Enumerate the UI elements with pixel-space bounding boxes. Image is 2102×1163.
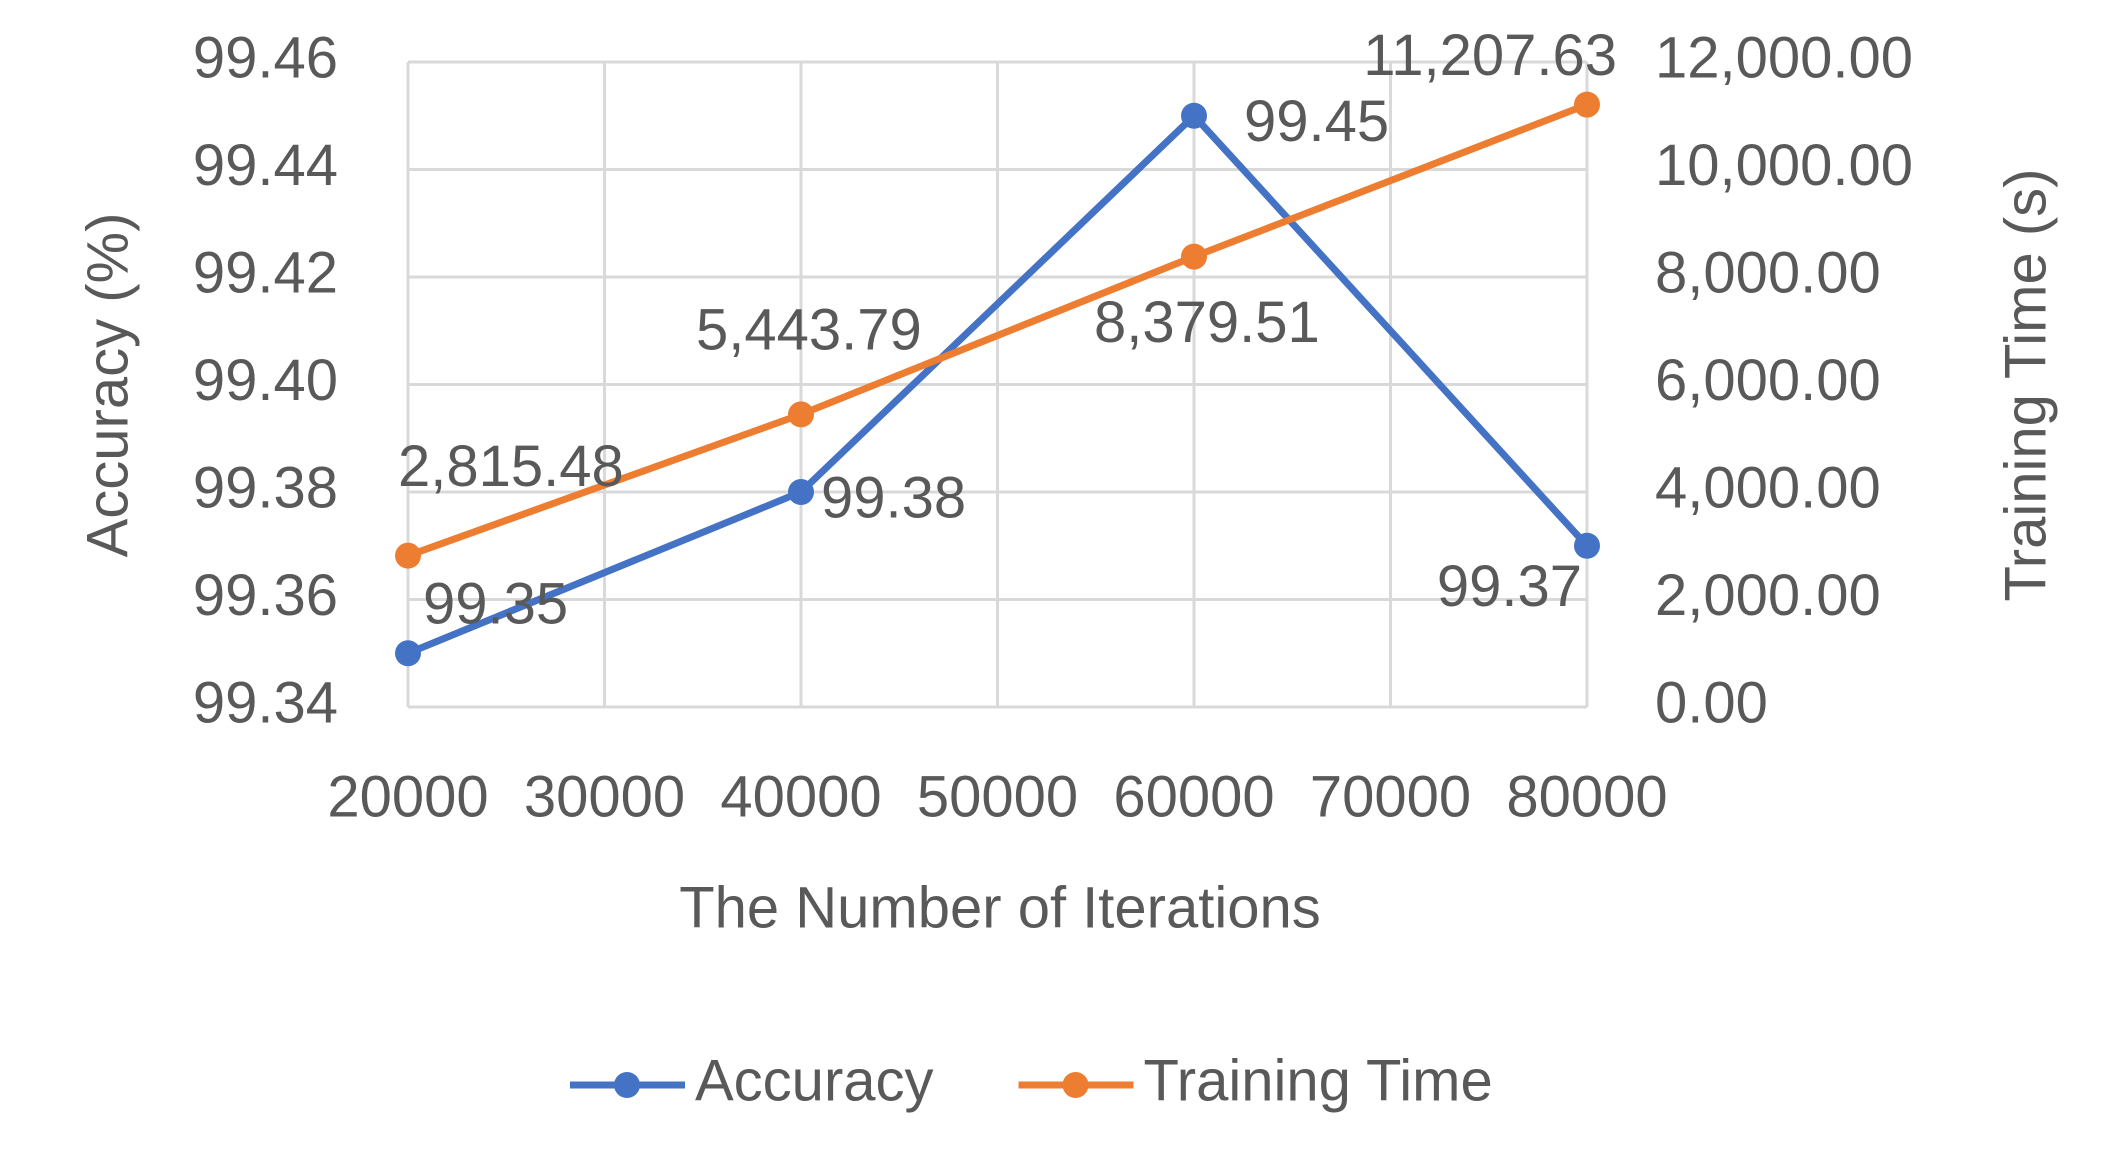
y2-tick-label: 12,000.00 — [1655, 25, 1913, 90]
data-label: 99.45 — [1244, 89, 1389, 154]
y-tick-label: 99.36 — [193, 563, 338, 628]
data-label: 2,815.48 — [398, 434, 624, 499]
point — [788, 401, 814, 428]
legend-label: Training Time — [1144, 1048, 1493, 1113]
series-line — [406, 101, 1589, 559]
y-tick-label: 99.34 — [193, 670, 338, 735]
y2-axis-title: Training Time (s) — [1993, 169, 2058, 602]
legend-marker — [1062, 1072, 1089, 1098]
data-label: 99.37 — [1437, 554, 1582, 619]
data-label: 5,443.79 — [696, 298, 922, 363]
y-tick-label: 99.44 — [193, 133, 338, 198]
x-axis-title: The Number of Iterations — [679, 875, 1321, 940]
y2-tick-label: 0.00 — [1655, 670, 1768, 735]
legend-marker — [614, 1072, 640, 1098]
y2-tick-label: 6,000.00 — [1655, 348, 1881, 413]
y2-tick-label: 2,000.00 — [1655, 563, 1881, 628]
point — [1181, 102, 1207, 129]
y-tick-label: 99.40 — [193, 348, 338, 413]
y-tick-label: 99.46 — [193, 25, 338, 90]
point — [1181, 243, 1207, 270]
y2-tick-label: 10,000.00 — [1655, 133, 1913, 198]
point — [1574, 532, 1600, 559]
x-tick-label: 20000 — [327, 764, 488, 829]
x-tick-label: 60000 — [1113, 764, 1274, 829]
data-label: 99.38 — [821, 465, 966, 530]
x-tick-label: 30000 — [524, 764, 685, 829]
x-tick-label: 70000 — [1310, 764, 1471, 829]
data-label: 11,207.63 — [1363, 23, 1617, 88]
y2-tick-label: 8,000.00 — [1655, 240, 1881, 305]
data-label: 99.35 — [423, 572, 568, 637]
point — [395, 542, 421, 569]
series-line — [406, 112, 1590, 657]
point — [788, 479, 814, 505]
point — [1574, 91, 1600, 118]
x-tick-label: 50000 — [917, 764, 1078, 829]
y2-tick-label: 4,000.00 — [1655, 455, 1881, 520]
y-tick-label: 99.38 — [193, 455, 338, 520]
y-tick-label: 99.42 — [193, 240, 338, 305]
x-tick-label: 40000 — [720, 764, 881, 829]
point — [395, 640, 421, 667]
legend-label: Accuracy — [695, 1048, 934, 1113]
y-axis-title: Accuracy (%) — [75, 213, 140, 558]
x-tick-label: 80000 — [1506, 764, 1667, 829]
data-label: 8,379.51 — [1094, 290, 1320, 355]
